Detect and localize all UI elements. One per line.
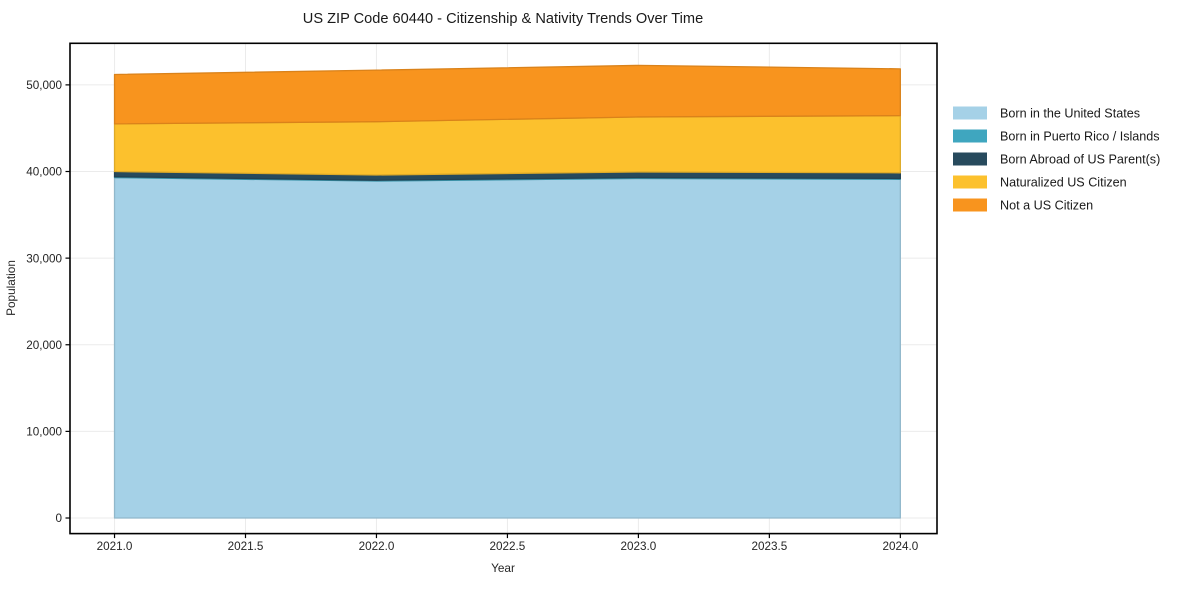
legend-label-not-citizen: Not a US Citizen bbox=[1000, 199, 1093, 213]
legend-label-puerto-rico: Born in Puerto Rico / Islands bbox=[1000, 130, 1160, 144]
y-tick-label: 50,000 bbox=[26, 79, 62, 92]
legend-item: Born in the United States bbox=[953, 106, 1140, 121]
x-axis-label: Year bbox=[491, 561, 515, 575]
legend-item: Born Abroad of US Parent(s) bbox=[953, 152, 1160, 167]
chart-title: US ZIP Code 60440 - Citizenship & Nativi… bbox=[303, 11, 703, 27]
area-series-3 bbox=[113, 114, 901, 176]
legend-swatch-born-abroad bbox=[953, 152, 987, 166]
legend-item: Born in Puerto Rico / Islands bbox=[953, 129, 1160, 144]
y-tick-label: 40,000 bbox=[26, 166, 62, 179]
legend-item: Not a US Citizen bbox=[953, 198, 1093, 213]
legend-label-born-us: Born in the United States bbox=[1000, 107, 1140, 121]
x-tick-label: 2022.0 bbox=[359, 540, 395, 553]
axes: 2021.0 2021.5 2022.0 2022.5 2023.0 2023.5 2024… bbox=[26, 42, 938, 553]
y-axis-label: Population bbox=[4, 260, 18, 316]
legend: Born in the United States Born in Puerto… bbox=[953, 106, 1160, 213]
x-tick-label: 2021.5 bbox=[228, 540, 264, 553]
legend-swatch-born-us bbox=[953, 106, 987, 120]
y-tick-label: 20,000 bbox=[26, 339, 62, 352]
area-series-0 bbox=[113, 176, 901, 519]
x-tick-label: 2022.5 bbox=[490, 540, 526, 553]
x-tick-label: 2023.5 bbox=[751, 540, 787, 553]
legend-swatch-puerto-rico bbox=[953, 129, 987, 143]
legend-swatch-naturalized bbox=[953, 175, 987, 189]
area-series-4 bbox=[113, 64, 901, 125]
legend-label-naturalized: Naturalized US Citizen bbox=[1000, 176, 1127, 190]
x-tick-label: 2024.0 bbox=[882, 540, 918, 553]
legend-swatch-not-citizen bbox=[953, 198, 987, 212]
legend-item: Naturalized US Citizen bbox=[953, 175, 1127, 190]
legend-label-born-abroad: Born Abroad of US Parent(s) bbox=[1000, 153, 1160, 167]
x-tick-label: 2021.0 bbox=[97, 540, 133, 553]
y-tick-label: 30,000 bbox=[26, 252, 62, 265]
stacked-areas bbox=[113, 64, 901, 519]
plot-border bbox=[69, 42, 938, 535]
y-tick-label: 10,000 bbox=[26, 426, 62, 439]
y-tick-label: 0 bbox=[55, 512, 62, 525]
x-tick-label: 2023.0 bbox=[621, 540, 657, 553]
